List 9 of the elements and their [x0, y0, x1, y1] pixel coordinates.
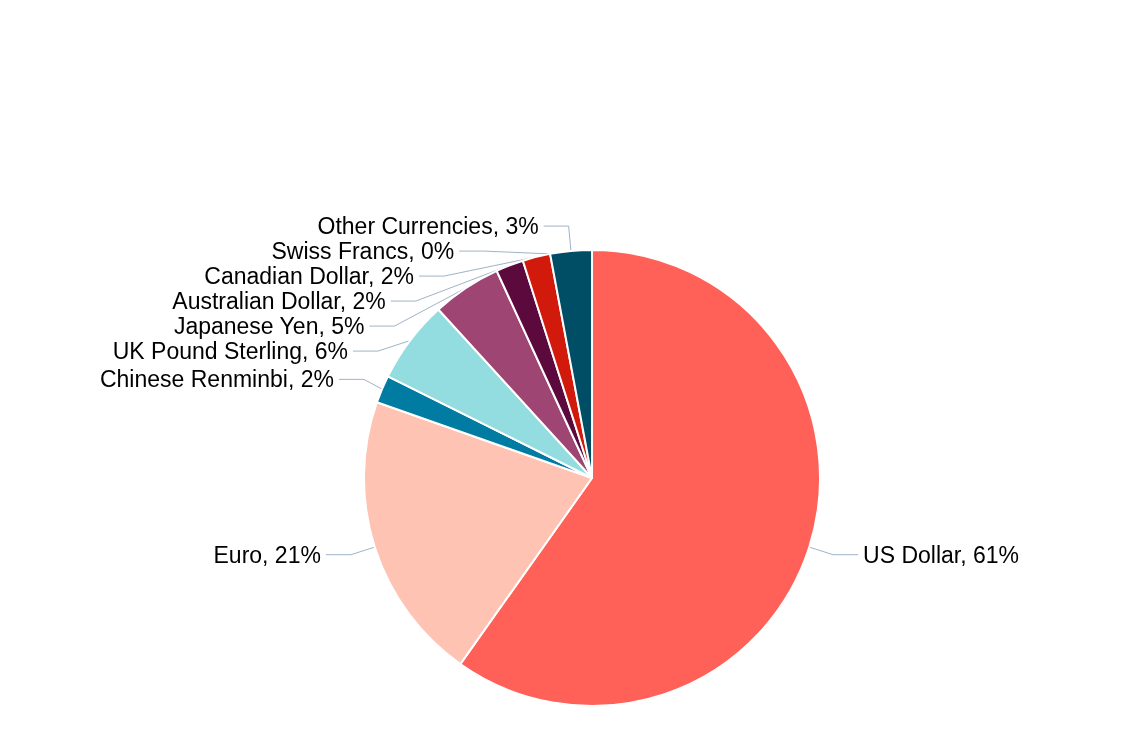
slice-label: Japanese Yen, 5%	[173, 313, 365, 340]
slice-label: Australian Dollar, 2%	[172, 288, 386, 315]
legend-label: Swiss Francs, 0%	[271, 238, 455, 265]
slice-label: US Dollar, 61%	[863, 541, 1020, 568]
slice-label: Other Currencies, 3%	[317, 213, 539, 240]
slice-label: Euro, 21%	[213, 541, 321, 568]
slice-label: UK Pound Sterling, 6%	[112, 338, 348, 365]
slice-label: Chinese Renminbi, 2%	[99, 366, 334, 393]
slice-label: Canadian Dollar, 2%	[204, 263, 415, 290]
